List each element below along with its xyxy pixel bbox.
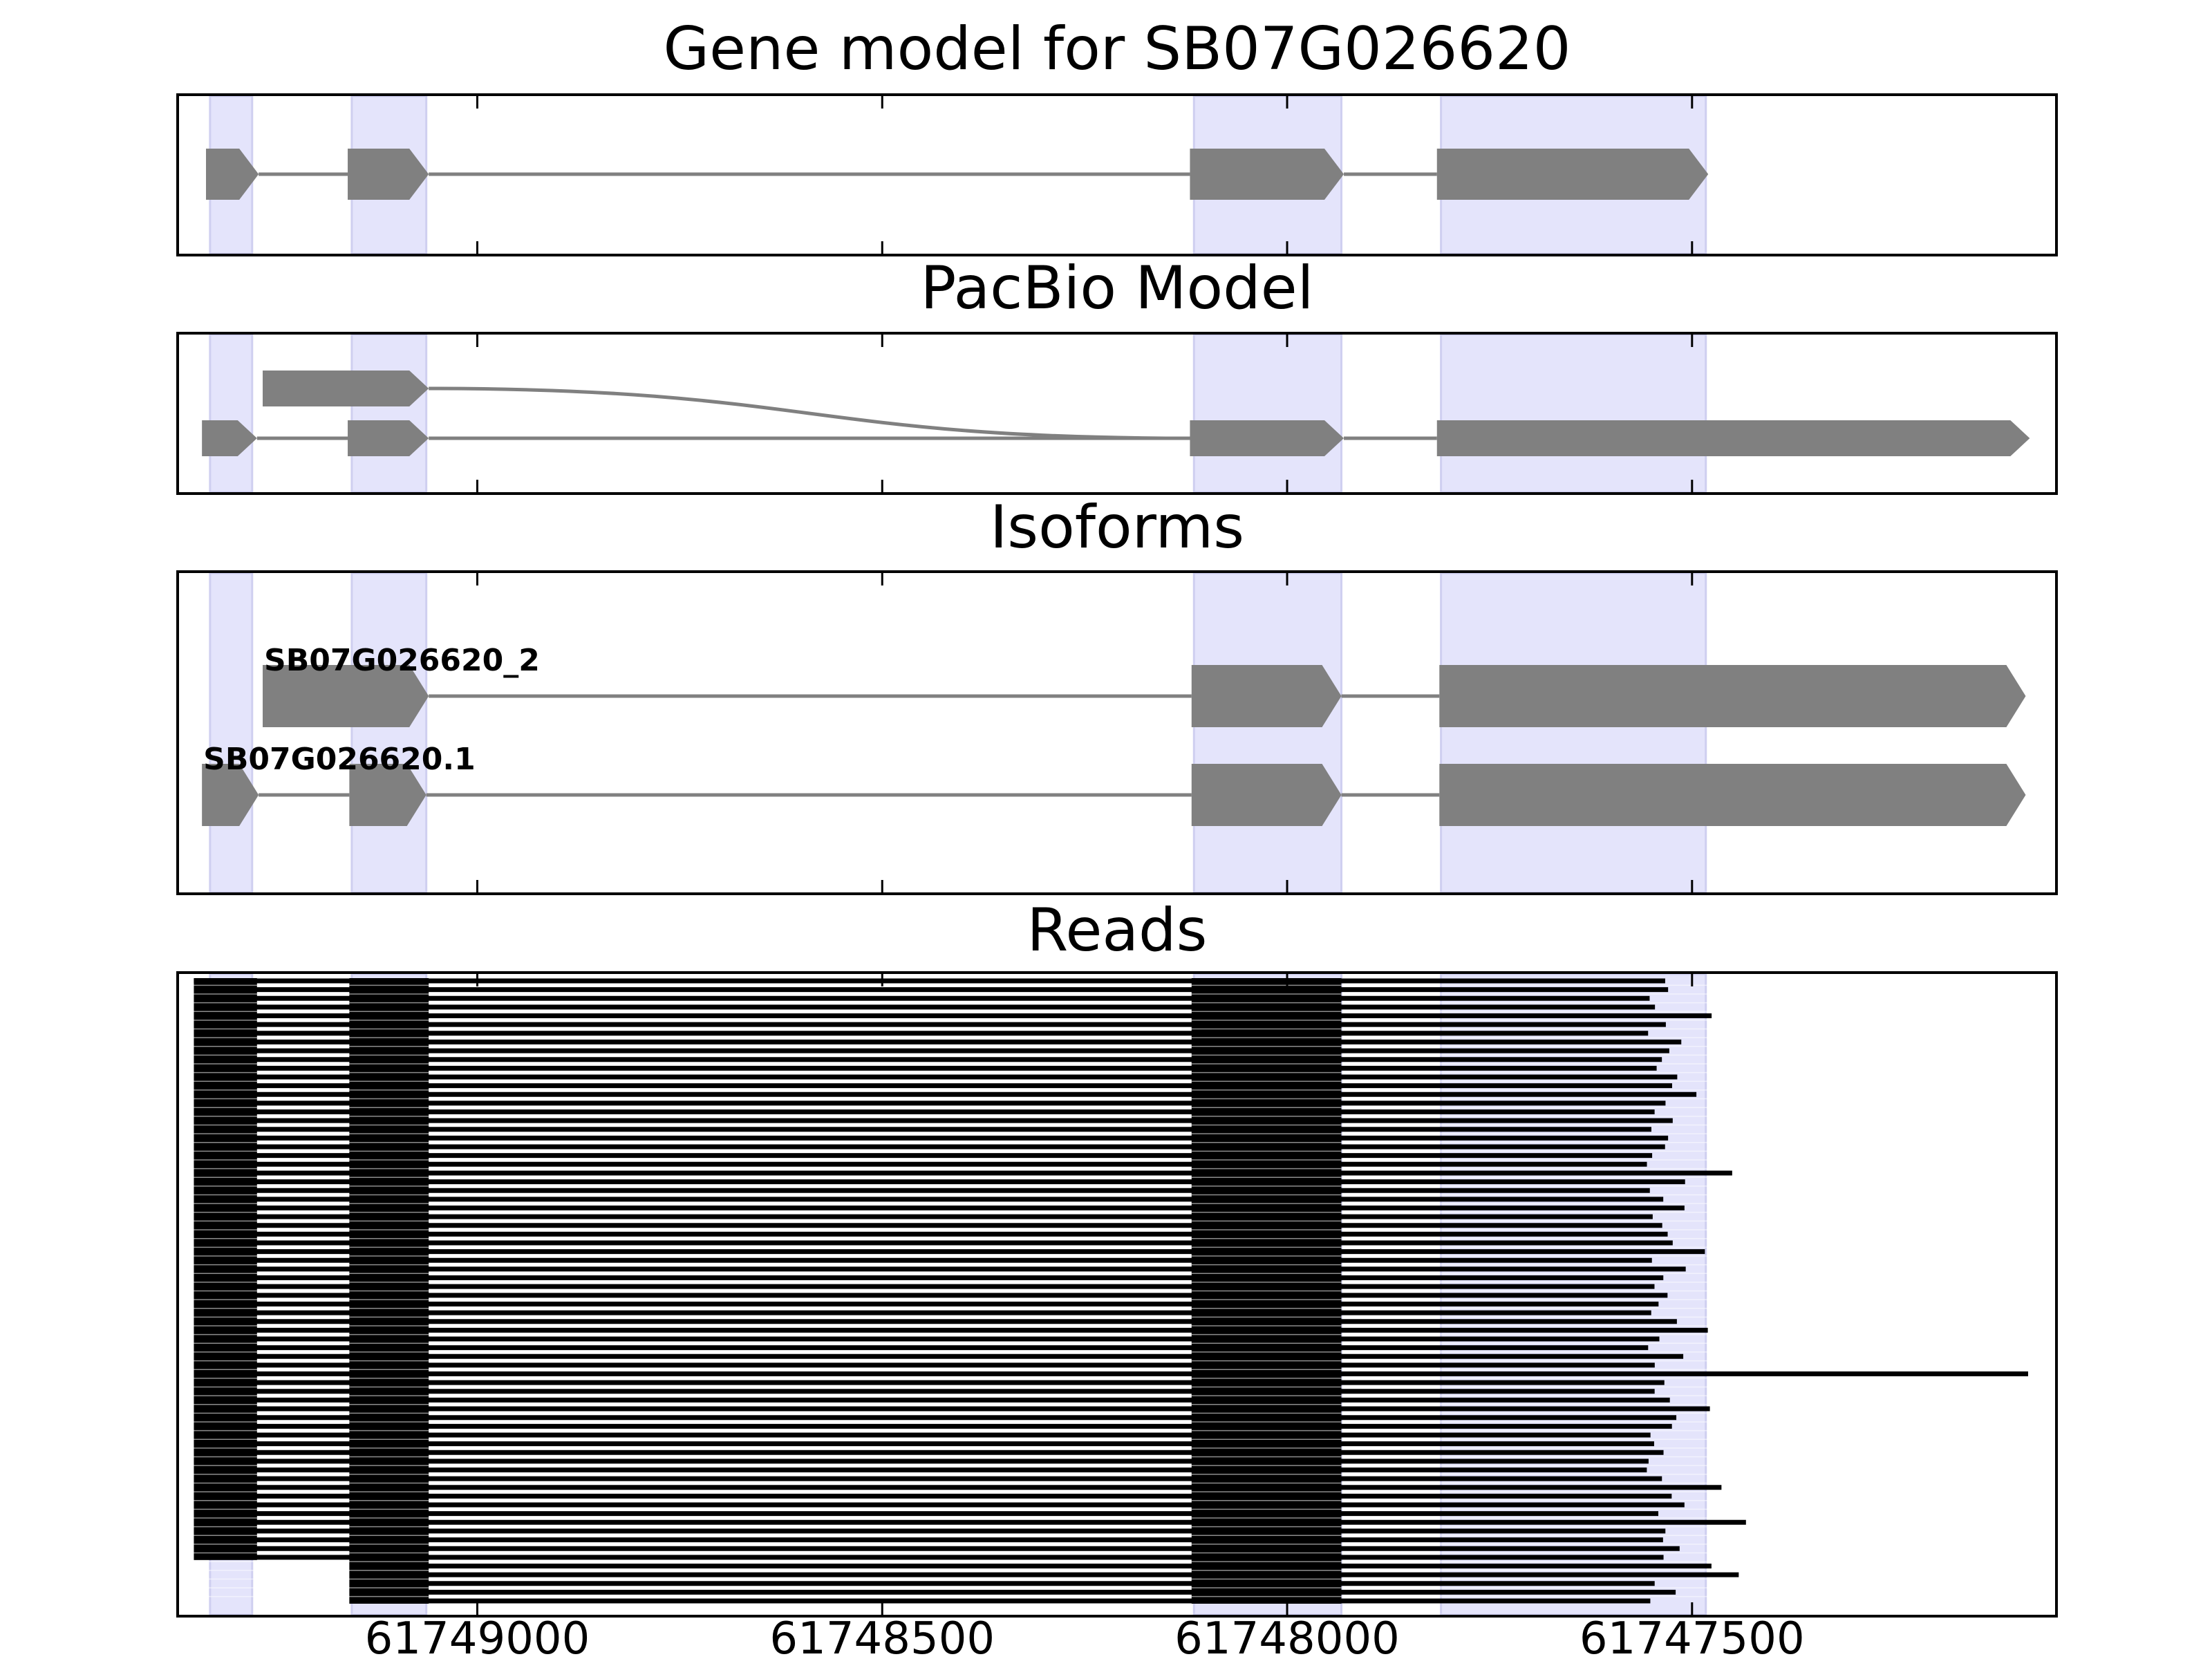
exon-block [263,371,429,406]
x-tick-label: 61748000 [1174,1613,1400,1659]
exon-block [1191,764,1342,826]
panel-title: Reads [1027,896,1208,965]
read-exon-block [194,978,257,1560]
exon-block [1436,420,2030,456]
exon-block [1439,764,2026,826]
exon-highlight [209,333,254,494]
exon-block [1190,149,1344,200]
axes-frame [176,971,2058,1618]
axes-frame [176,570,2058,895]
exon-highlight [1440,572,1707,894]
isoform-label: SB07G026620.1 [203,742,476,777]
exon-highlight [209,572,254,894]
panel-isoforms: Isoforms SB07G026620_2 SB07G026620.1 [176,493,2058,895]
panel-title: Gene model for SB07G026620 [664,15,1571,84]
exon-block [349,764,427,826]
exon-block [1190,420,1344,456]
exon-block [1436,149,1709,200]
exon-block [348,420,429,456]
exon-block [202,420,257,456]
exon-highlight [350,572,428,894]
panel-reads: Reads 61749000 61748500 61748000 61747500 [176,896,2058,1659]
splice-join-curve [429,386,1190,440]
x-tick-label: 61747500 [1580,1613,1805,1659]
panel-pacbio-model: PacBio Model [176,254,2058,495]
exon-block [1191,665,1342,727]
x-tick-label: 61748500 [769,1613,995,1659]
exon-highlight [1440,333,1707,494]
isoform-label: SB07G026620_2 [264,643,540,678]
exon-block [1439,665,2026,727]
exon-highlight [350,333,428,494]
exon-highlight [1192,572,1343,894]
exon-block [263,665,429,727]
panel-title: Isoforms [990,493,1244,562]
panel-title: PacBio Model [920,254,1313,323]
exon-block [206,149,259,200]
axes-frame [176,93,2058,256]
exon-highlight [1192,333,1343,494]
exon-block [202,764,259,826]
exon-block [348,149,429,200]
axes-frame [176,332,2058,495]
x-tick-label: 61749000 [365,1613,590,1659]
panel-gene-model: Gene model for SB07G026620 [176,15,2058,256]
